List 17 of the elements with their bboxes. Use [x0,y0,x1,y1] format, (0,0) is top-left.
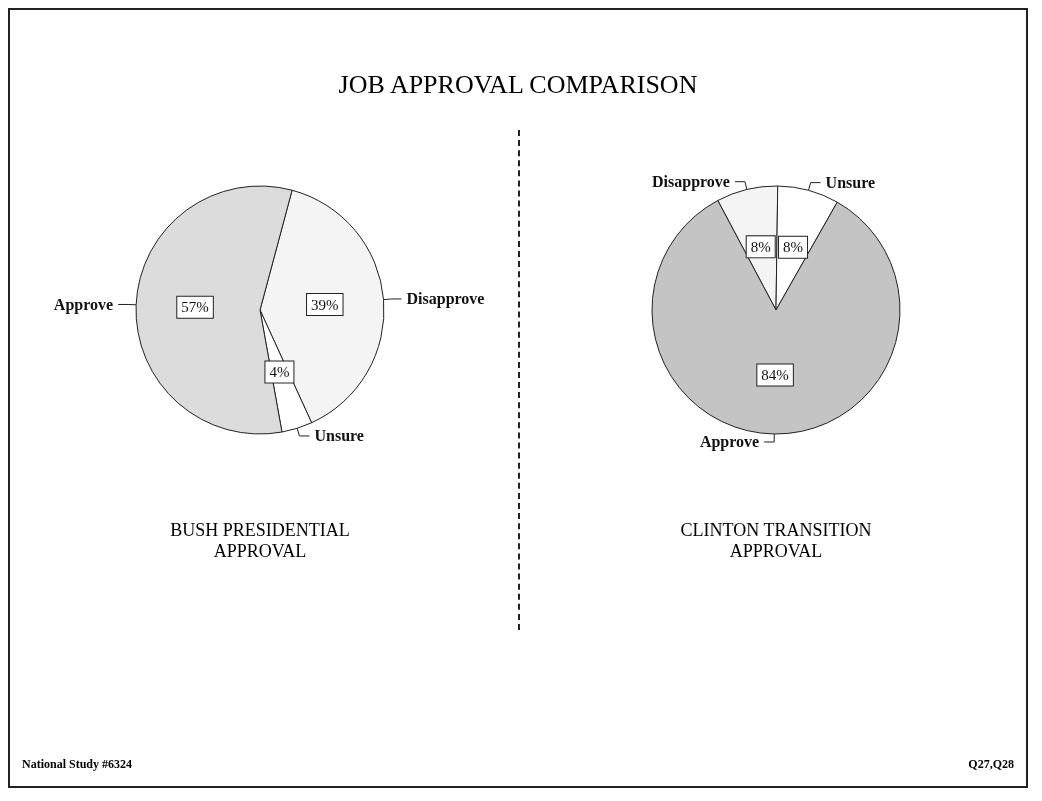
text: BUSH PRESIDENTIAL APPROVAL [170,520,350,562]
data-label: 8% [750,238,771,255]
slice-label: Disapprove [406,290,485,309]
slice-label: Disapprove [652,173,730,192]
slice-label: Unsure [314,427,364,445]
text: CLINTON TRANSITION APPROVAL [680,520,872,562]
text: National Study #6324 [22,757,133,772]
data-label: 39% [311,296,339,313]
data-label: 84% [761,366,789,383]
slice-label: Approve [699,433,760,452]
data-label: 4% [269,364,290,381]
text: Q27,Q28 [968,757,1014,772]
data-label: 8% [783,239,804,256]
data-label: 57% [181,299,209,316]
slice-label: Unsure [825,174,876,192]
slice-label: Approve [53,295,114,314]
chart-title: JOB APPROVAL COMPARISON [337,70,699,100]
